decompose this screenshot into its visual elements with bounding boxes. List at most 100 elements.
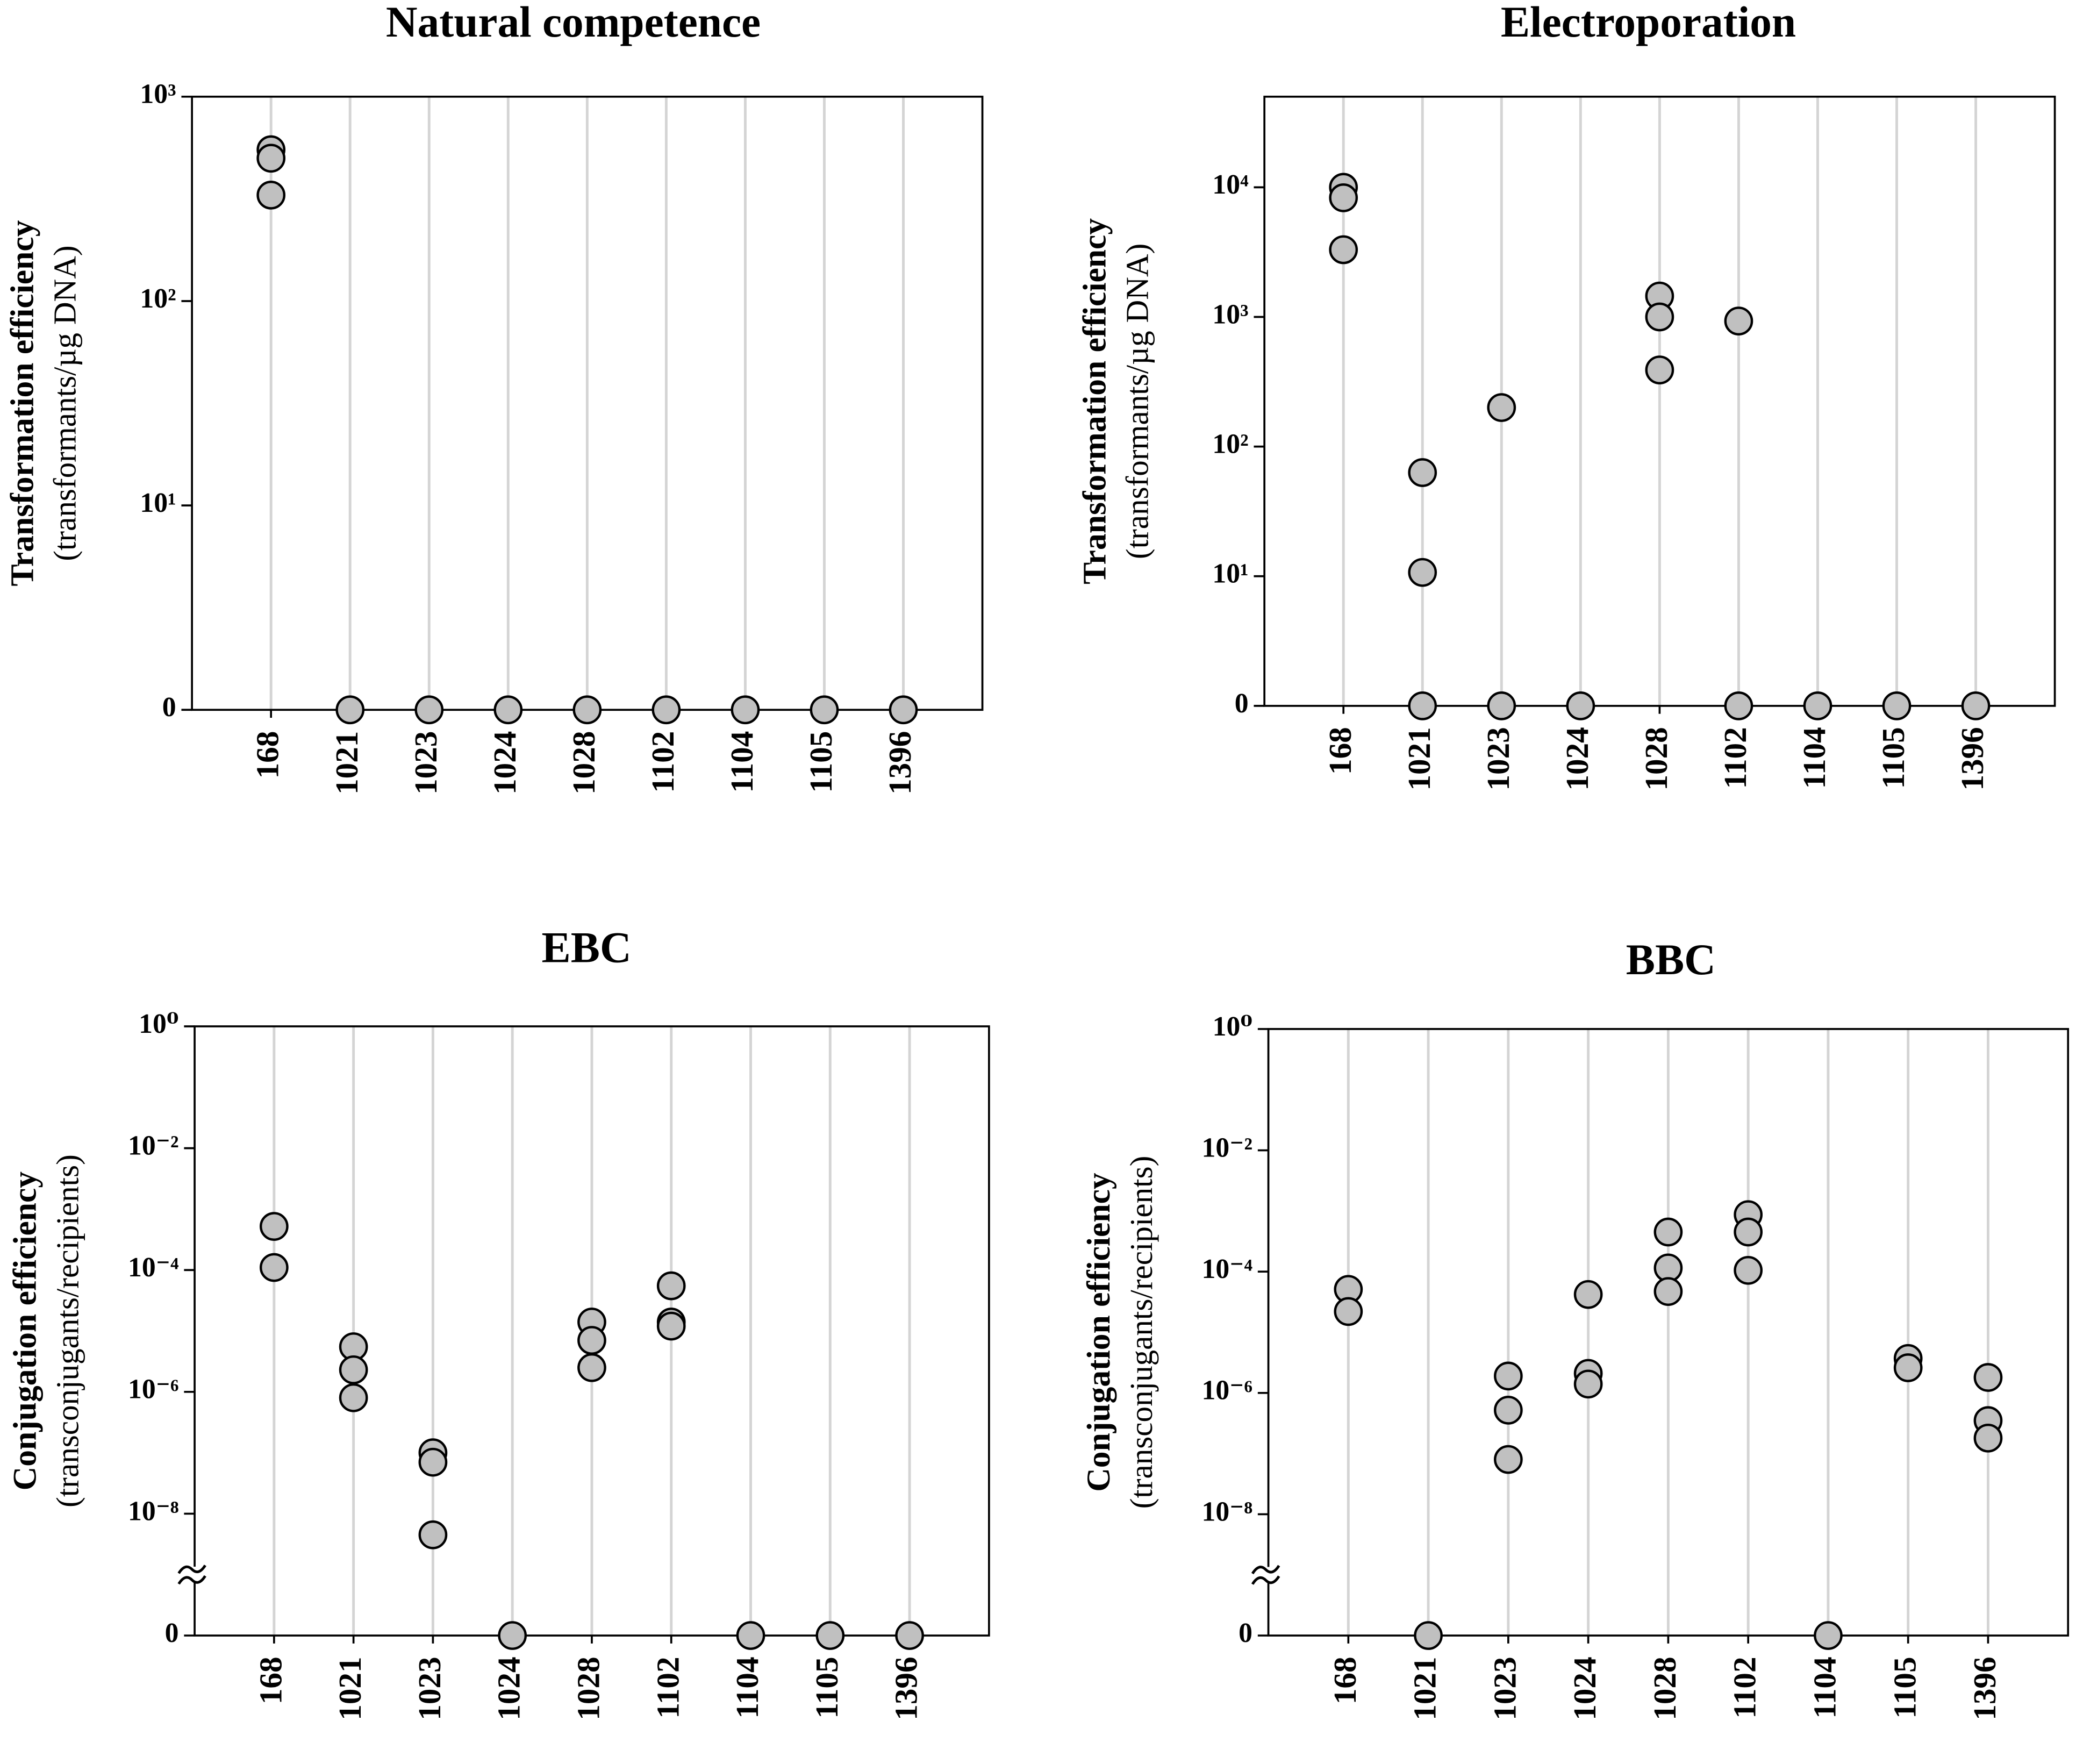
data-point: [418, 1520, 448, 1549]
x-tick-label: 1028: [571, 1656, 606, 1720]
x-tick-label: 1102: [650, 1656, 685, 1718]
x-tick-label: 1105: [1875, 727, 1911, 789]
axis-break-mark: [1251, 1575, 1280, 1585]
data-point: [1893, 1353, 1923, 1382]
x-tick-label: 1021: [329, 731, 364, 795]
x-tick-label: 168: [253, 1656, 288, 1704]
data-point: [1494, 1395, 1523, 1425]
data-point: [1645, 302, 1674, 332]
y-tick-label: 0: [1235, 688, 1249, 719]
y-tick-label: 10⁻⁸: [128, 1496, 179, 1526]
y-tick-label: 10²: [1212, 428, 1248, 459]
data-point: [810, 695, 839, 725]
data-point: [1573, 1369, 1603, 1399]
data-point: [1566, 691, 1595, 720]
data-point: [1408, 558, 1437, 587]
data-point: [1334, 1297, 1363, 1326]
y-tick-label: 10⁻⁴: [1201, 1254, 1252, 1284]
x-tick-label: 1104: [1807, 1656, 1842, 1718]
x-tick-label: 1104: [729, 1656, 765, 1718]
data-point: [656, 1271, 686, 1301]
y-tick-label: 0: [165, 1618, 179, 1648]
data-point: [1734, 1255, 1763, 1285]
data-point: [652, 695, 681, 725]
y-tick-label: 10⁰: [1213, 1011, 1252, 1042]
data-point: [736, 1621, 765, 1650]
x-tick-label: 1028: [1638, 727, 1674, 790]
x-tick-label: 168: [1327, 1656, 1363, 1704]
data-point: [1573, 1280, 1603, 1309]
x-tick-label: 1102: [645, 731, 681, 793]
x-tick-label: 1028: [1647, 1656, 1683, 1720]
y-axis-sublabel: (transconjugants/recipients): [1123, 1156, 1159, 1509]
axis-break-mark: [177, 1565, 206, 1574]
data-point: [1724, 691, 1753, 720]
data-point: [498, 1621, 527, 1650]
x-tick-label: 1396: [889, 1656, 924, 1720]
data-point: [493, 695, 523, 725]
y-axis-sublabel: (transconjugants/recipients): [49, 1154, 85, 1508]
data-point: [1724, 306, 1753, 335]
x-tick-label: 1024: [491, 1656, 527, 1720]
y-axis-label: Transformation efficiency: [1077, 218, 1113, 584]
data-point: [259, 1253, 289, 1282]
data-point: [577, 1353, 606, 1382]
x-tick-label: 1023: [1480, 727, 1516, 790]
data-point: [1408, 691, 1437, 720]
chart-title: Natural competence: [386, 0, 761, 46]
data-point: [1803, 691, 1832, 720]
data-point: [256, 144, 286, 173]
y-axis-label: Conjugation efficiency: [7, 1172, 44, 1491]
chart-title: EBC: [542, 924, 632, 972]
data-point: [1329, 235, 1358, 265]
y-axis-sublabel: (transformants/µg DNA): [47, 245, 82, 561]
data-point: [895, 1621, 924, 1650]
y-tick-label: 0: [162, 692, 176, 723]
x-tick-label: 1105: [1887, 1656, 1922, 1718]
data-point: [815, 1621, 845, 1650]
data-point: [1734, 1217, 1763, 1247]
x-tick-label: 1396: [1955, 727, 1990, 790]
data-point: [1653, 1277, 1683, 1306]
x-tick-label: 1023: [408, 731, 443, 795]
x-tick-label: 1396: [1967, 1656, 2002, 1720]
data-point: [577, 1326, 606, 1355]
y-tick-label: 10⁻⁴: [128, 1252, 179, 1283]
y-tick-label: 10⁻⁸: [1201, 1496, 1252, 1527]
y-axis-label: Conjugation efficiency: [1080, 1173, 1117, 1492]
data-point: [339, 1383, 368, 1412]
x-tick-label: 1021: [332, 1656, 368, 1720]
y-tick-label: 10⁴: [1212, 169, 1248, 200]
x-tick-label: 1104: [724, 731, 760, 793]
data-point: [572, 695, 602, 725]
data-point: [418, 1447, 448, 1477]
axis-break-mark: [177, 1575, 206, 1585]
y-tick-label: 0: [1239, 1618, 1252, 1648]
y-axis-sublabel: (transformants/µg DNA): [1119, 244, 1155, 559]
y-tick-label: 10⁻²: [1201, 1132, 1252, 1163]
x-tick-label: 1024: [487, 731, 522, 795]
data-point: [339, 1355, 368, 1384]
y-tick-label: 10³: [140, 79, 176, 110]
data-point: [731, 695, 760, 725]
y-tick-label: 10¹: [140, 488, 176, 518]
x-tick-label: 1023: [1487, 1656, 1522, 1720]
chart-title: BBC: [1626, 935, 1716, 984]
plot-frame: [1267, 1028, 2070, 1637]
y-tick-label: 10⁻⁶: [128, 1374, 179, 1405]
data-point: [259, 1212, 289, 1241]
x-tick-label: 1028: [566, 731, 602, 795]
data-point: [1487, 393, 1516, 422]
data-point: [1487, 691, 1516, 720]
x-tick-label: 1023: [412, 1656, 447, 1720]
x-tick-label: 1105: [803, 731, 839, 793]
x-tick-label: 1105: [809, 1656, 844, 1718]
data-point: [414, 695, 444, 725]
data-point: [256, 181, 286, 210]
x-tick-label: 1104: [1796, 727, 1832, 789]
data-point: [1329, 183, 1358, 212]
y-tick-label: 10³: [1212, 299, 1248, 330]
plot-frame: [1263, 95, 2056, 707]
